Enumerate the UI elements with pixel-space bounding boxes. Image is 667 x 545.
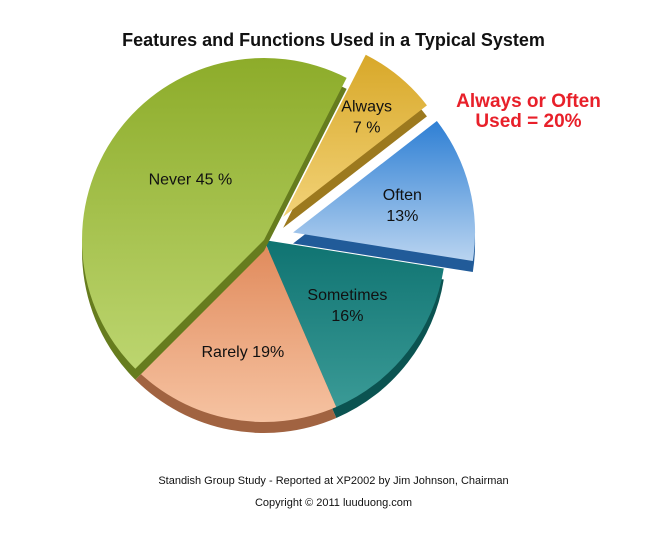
slice-label-often: 13% [386,208,418,225]
slice-label-sometimes: 16% [331,308,363,325]
slice-label-rarely: Rarely 19% [202,344,285,361]
pie-slice-top-rarely [135,240,337,422]
pie-slice-top-never [81,57,347,369]
chart-title: Features and Functions Used in a Typical… [122,30,545,50]
pie-slice-top-sometimes [264,240,444,408]
slice-label-sometimes: Sometimes [307,287,387,304]
pie-slice-rarely [135,240,337,433]
slice-label-never: Never 45 % [149,172,233,189]
pie-slice-top-often [293,120,476,262]
slice-label-always: Always [341,98,392,115]
pie-slices [81,54,476,433]
pie-slice-sometimes [264,240,444,419]
callout-line-2: Used = 20% [475,111,582,132]
pie-slice-top-always [283,54,427,217]
copyright-note: Copyright © 2011 luuduong.com [254,497,413,509]
slice-label-always: 7 % [353,119,381,136]
always-or-often-callout: Always or Often Used = 20% [416,92,641,132]
pie-labels: Always 7 % Often 13% Sometimes 16% Rarely 19% N… [149,98,422,360]
slice-label-often: Often [383,187,422,204]
source-note: Standish Group Study - Reported at XP200… [158,475,509,487]
pie-slice-always [283,54,427,228]
callout-line-1: Always or Often [456,91,601,112]
pie-slice-often [293,120,476,273]
pie-slice-never [81,57,347,380]
